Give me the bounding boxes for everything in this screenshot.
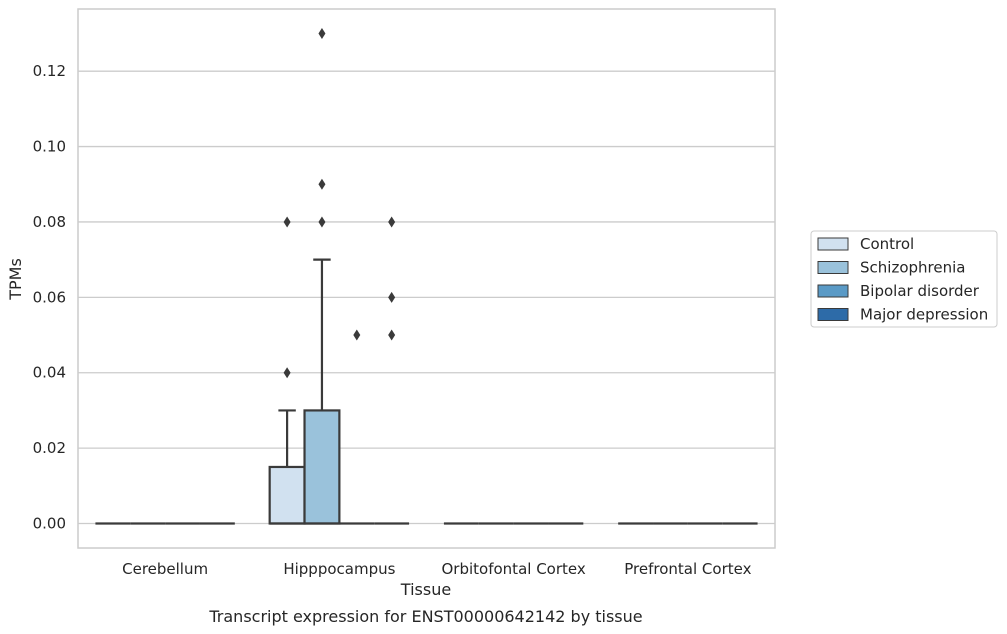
x-tick-label: Cerebellum: [122, 560, 208, 578]
outlier-point: [318, 178, 326, 190]
legend-swatch: [817, 261, 849, 274]
legend-label: Bipolar disorder: [860, 282, 980, 300]
x-tick-label: Prefrontal Cortex: [624, 560, 751, 578]
box-major-depression: [374, 216, 410, 525]
legend-label: Schizophrenia: [860, 259, 965, 277]
legend-swatch: [817, 308, 849, 321]
outlier-point: [388, 291, 396, 303]
y-tick-label: 0.12: [33, 62, 66, 80]
gridlines: [78, 70, 775, 525]
chart-title: Transcript expression for ENST0000064214…: [208, 607, 642, 626]
y-axis-ticks: 0.00 0.02 0.04 0.06 0.08 0.10 0.12: [33, 62, 66, 532]
y-tick-label: 0.02: [33, 439, 66, 457]
outlier-point: [318, 28, 326, 39]
box-bipolar-disorder: [339, 329, 375, 525]
outlier-point: [283, 216, 291, 228]
outlier-point: [318, 216, 326, 228]
box-body: [303, 409, 341, 525]
box-control: [268, 216, 306, 525]
y-axis-label: TPMs: [6, 258, 25, 301]
outlier-point: [353, 329, 361, 341]
y-tick-label: 0.06: [33, 288, 66, 306]
legend-swatch: [817, 284, 849, 298]
legend-label: Major depression: [860, 306, 988, 324]
y-tick-label: 0.10: [33, 138, 66, 156]
legend-frame: [810, 230, 998, 328]
legend: Control Schizophrenia Bipolar disorder Majo…: [810, 230, 998, 328]
outlier-point: [388, 216, 396, 228]
legend-label: Control: [860, 235, 914, 253]
x-tick-label: Hipppocampus: [283, 560, 395, 578]
x-axis-label: Tissue: [400, 580, 451, 599]
legend-swatch: [817, 237, 849, 251]
box-body: [268, 465, 306, 525]
plot-frame: [77, 8, 776, 549]
x-tick-label: Orbitofontal Cortex: [442, 560, 586, 578]
box-schizophrenia: [303, 28, 341, 525]
y-tick-label: 0.04: [33, 364, 66, 382]
x-axis-ticks: Cerebellum Hipppocampus Orbitofontal Corte…: [122, 560, 751, 578]
outlier-point: [388, 329, 396, 341]
y-tick-label: 0.08: [33, 213, 66, 231]
box-plot-series: [95, 28, 758, 525]
y-tick-label: 0.00: [33, 515, 66, 533]
outlier-point: [283, 367, 291, 379]
